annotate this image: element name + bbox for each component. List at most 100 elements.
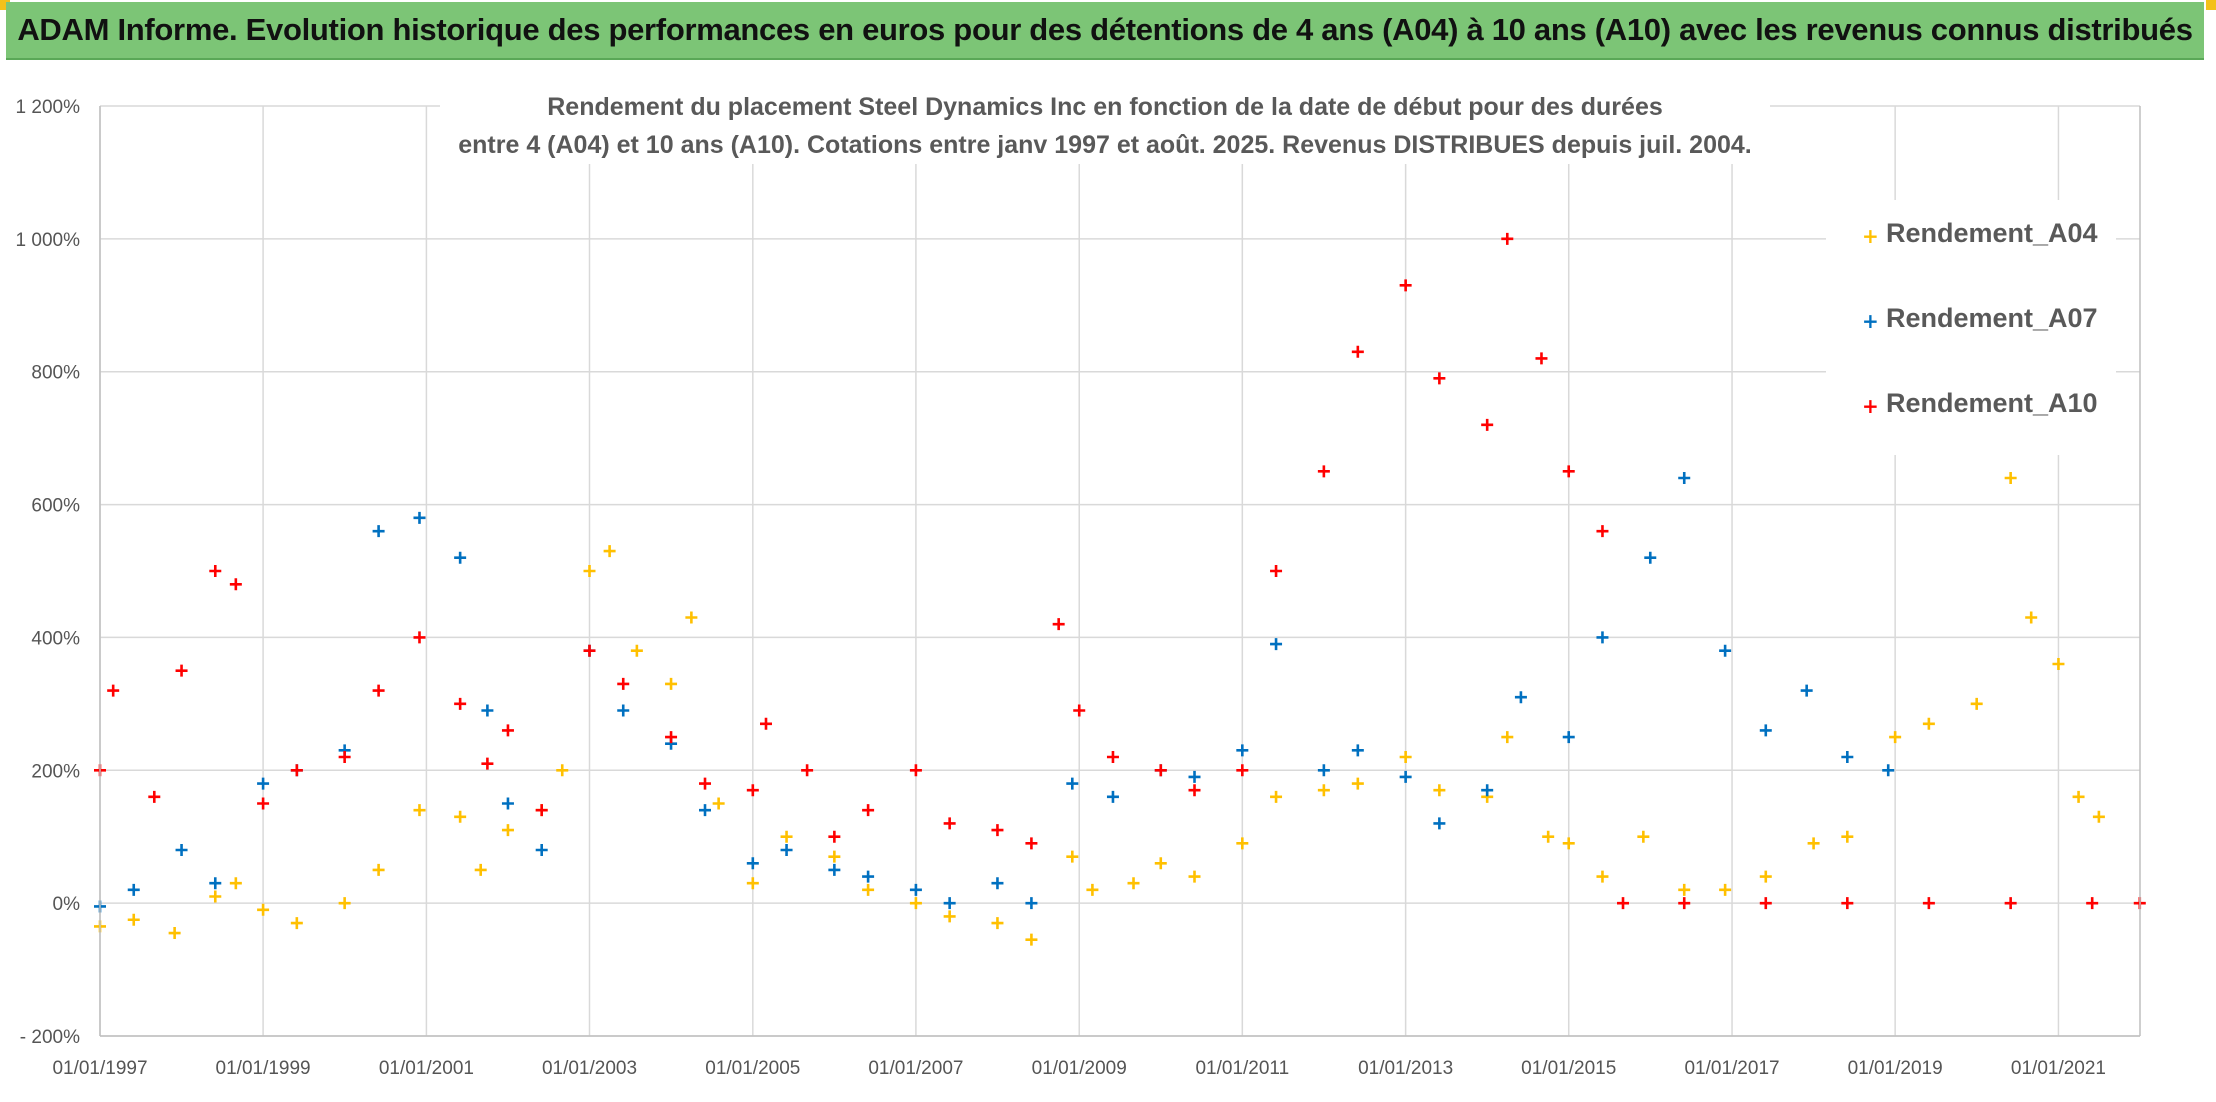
data-point [1106,790,1119,803]
data-point [1399,751,1412,763]
data-point [1719,883,1732,896]
data-point [665,677,678,690]
data-point [1759,897,1772,910]
data-point [1514,691,1527,704]
data-point [1882,764,1895,777]
data-point [372,684,385,697]
data-point [1970,697,1983,710]
y-tick-label: 1 200% [16,97,81,118]
data-point [617,704,630,717]
data-point [1433,372,1446,385]
data-point [1433,784,1446,797]
x-tick-label: 01/01/2013 [1358,1058,1453,1079]
data-point [617,677,630,690]
data-point [943,817,956,830]
data-point [780,830,793,843]
data-point [454,810,467,823]
data-point [1889,731,1902,744]
data-point [1637,830,1650,843]
data-point [1922,717,1935,730]
data-point [746,857,759,870]
y-tick-label: 400% [31,628,80,649]
data-point [1236,837,1249,850]
data-point [501,724,514,737]
data-point [862,804,875,817]
data-point [1596,525,1609,538]
data-point [168,927,181,940]
data-point [603,545,616,558]
y-tick-label: 800% [31,363,80,384]
data-point [1154,764,1167,777]
data-point [862,870,875,883]
data-point [909,764,922,777]
data-point [583,565,596,577]
data-point [759,717,772,730]
data-point [1596,631,1609,644]
data-point [1025,897,1038,910]
data-point [699,804,712,817]
data-point [338,751,351,763]
data-point [1617,897,1630,910]
legend-label-a04: Rendement_A04 [1886,218,2098,248]
data-point [1501,232,1514,245]
data-point [1351,777,1364,790]
data-point [501,824,514,837]
y-tick-label: 1 000% [16,230,81,251]
data-point [2025,611,2038,624]
data-point [481,757,494,770]
legend-marker-icon: + [1862,394,1879,418]
legend-item-a04: + Rendement_A04 [1826,200,2116,285]
data-point [1270,790,1283,803]
data-point [1596,870,1609,883]
data-point [1106,751,1119,763]
data-point [1807,837,1820,850]
data-point [909,897,922,910]
data-point [501,797,514,810]
data-point [372,863,385,876]
data-point [1188,870,1201,883]
data-point [454,697,467,710]
data-point [1025,837,1038,850]
data-point [1481,418,1494,431]
data-point [1073,704,1086,717]
data-point [1535,352,1548,365]
data-point [712,797,725,810]
y-tick-label: 200% [31,761,80,782]
legend-label-a07: Rendement_A07 [1886,303,2098,333]
data-point [257,903,270,916]
x-tick-label: 01/01/1999 [216,1058,311,1079]
data-point [828,830,841,843]
data-point [413,511,426,524]
data-point [1270,565,1283,577]
data-point [1236,744,1249,757]
data-point [1066,777,1079,790]
legend-item-a10: + Rendement_A10 [1826,370,2116,455]
data-point [1154,857,1167,870]
legend: + Rendement_A04 + Rendement_A07 + Rendem… [1826,200,2116,455]
data-point [828,850,841,863]
data-point [1399,770,1412,783]
data-point [413,804,426,817]
data-point [209,877,222,890]
data-point [1188,770,1201,783]
data-point [1270,638,1283,651]
data-point [1317,764,1330,777]
data-point [1086,883,1099,896]
scatter-plot: - 200% 0% 200% 400% 600% 800% 1 000% 1 200% 01/0… [16,97,2146,1079]
series-rendement-a07 [94,472,1895,913]
data-point [229,877,242,890]
data-point [175,844,188,856]
data-point [290,764,303,777]
data-point [630,644,643,657]
legend-label-a10: Rendement_A10 [1886,388,2098,418]
data-point [943,897,956,910]
x-tick-label: 01/01/2021 [2011,1058,2106,1079]
x-tick-label: 01/01/2001 [379,1058,474,1079]
data-point [801,764,814,777]
data-point [1317,784,1330,797]
report-banner: ADAM Informe. Evolution historique des p… [6,2,2204,60]
data-point [2092,810,2105,823]
data-point [943,910,956,923]
axis-layer: - 200% 0% 200% 400% 600% 800% 1 000% 1 200% 01/0… [16,97,2141,1079]
